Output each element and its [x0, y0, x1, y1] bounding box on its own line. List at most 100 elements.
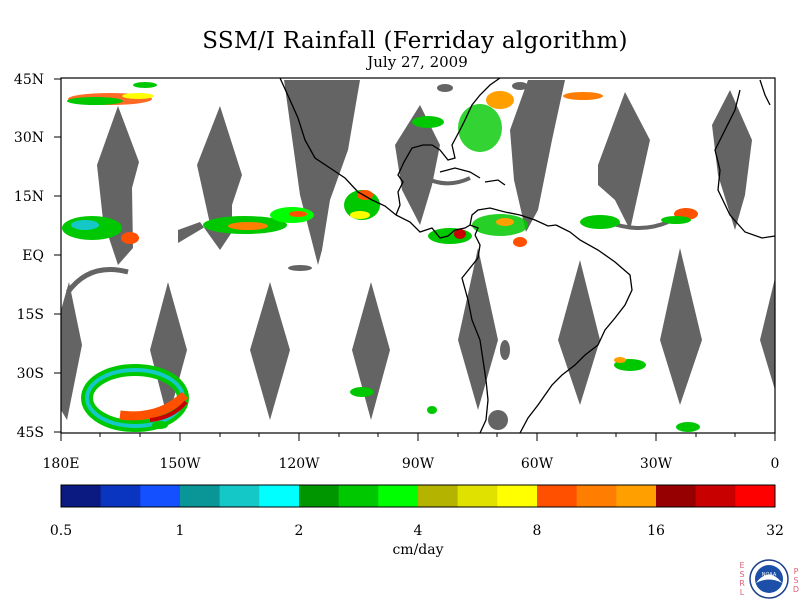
- colorbar: [60, 484, 776, 508]
- swath-gap: [660, 248, 702, 405]
- colorbar-swatch: [457, 485, 498, 507]
- swath-gap: [558, 260, 600, 405]
- colorbar-swatch: [140, 485, 181, 507]
- logo-letter-r: R: [739, 579, 745, 588]
- logo-letter-s: S: [739, 570, 744, 579]
- coastline-hispaniola: [484, 179, 506, 186]
- rain-patch: [228, 222, 268, 230]
- land-gap: [437, 84, 453, 92]
- rain-patch: [513, 237, 527, 247]
- colorbar-swatch: [537, 485, 577, 507]
- swath-gap: [178, 106, 242, 250]
- lat-label: 15N: [14, 189, 44, 205]
- swath-gap: [712, 90, 752, 230]
- colorbar-swatch: [576, 485, 617, 507]
- rain-patch: [67, 97, 123, 105]
- rain-patch: [458, 104, 502, 152]
- coastline-africa: [714, 89, 775, 239]
- lat-label: 30S: [17, 366, 44, 382]
- colorbar-swatch: [219, 485, 260, 507]
- rain-patch: [122, 93, 154, 99]
- coastline-europe: [759, 79, 771, 106]
- swath-gap: [395, 105, 440, 225]
- rain-patch: [454, 229, 466, 239]
- swath-gap: [250, 282, 290, 420]
- lon-label: 150W: [159, 456, 201, 472]
- colorbar-swatch: [338, 485, 379, 507]
- rain-patch: [152, 421, 168, 429]
- lat-label: 15S: [17, 307, 44, 323]
- colorbar-swatch: [180, 485, 220, 507]
- land-gap: [500, 340, 510, 360]
- rain-patch: [427, 406, 437, 414]
- colorbar-swatch: [656, 485, 696, 507]
- lon-label: 180E: [43, 456, 80, 472]
- logo-letter-p: P: [794, 567, 799, 576]
- map-date: July 27, 2009: [367, 53, 468, 71]
- colorbar-tick-label: 2: [295, 523, 304, 539]
- swath-gap: [150, 282, 187, 420]
- colorbar-tick-label: 1: [176, 523, 185, 539]
- land-gaps: [288, 82, 528, 430]
- rain-patch: [496, 218, 514, 226]
- rain-patch: [614, 357, 626, 363]
- rain-patch: [676, 422, 700, 432]
- colorbar-tick-label: 4: [414, 523, 423, 539]
- lat-label: EQ: [22, 248, 44, 264]
- rain-patch: [661, 216, 691, 224]
- swath-gap: [598, 92, 650, 230]
- rain-patch: [119, 391, 189, 421]
- colorbar-swatch: [497, 485, 538, 507]
- coastline-north-america: [279, 78, 557, 239]
- rain-patch: [149, 400, 188, 422]
- rain-patch: [563, 92, 603, 100]
- colorbar-swatch: [616, 485, 657, 507]
- colorbar-swatch: [378, 485, 419, 507]
- swath-gap-arc: [65, 267, 129, 294]
- swath-gap: [61, 282, 82, 420]
- swath-gap: [352, 282, 390, 420]
- colorbar-swatch: [61, 485, 101, 507]
- lat-label: 30N: [14, 130, 44, 146]
- colorbar-tick-label: 32: [766, 523, 784, 539]
- lat-label: 45S: [17, 425, 44, 441]
- colorbar-tick-label: 16: [647, 523, 665, 539]
- map-plot: [61, 78, 775, 433]
- colorbar-swatch: [695, 485, 736, 507]
- land-gap: [512, 82, 528, 90]
- land-gap: [288, 265, 312, 271]
- colorbar-swatch: [418, 485, 458, 507]
- rain-patch: [289, 211, 307, 217]
- colorbar-unit-label: cm/day: [392, 542, 443, 558]
- rain-patch: [121, 232, 139, 244]
- lon-label: 90W: [402, 456, 435, 472]
- lon-label: 120W: [278, 456, 320, 472]
- colorbar-swatch: [259, 485, 300, 507]
- swath-gap: [458, 248, 498, 410]
- latitude-axis: 45N 30N 15N EQ 15S 30S 45S: [14, 72, 61, 441]
- colorbar-tick-label: 0.5: [50, 523, 72, 539]
- longitude-axis: 180E 150W 120W 90W 60W 30W 0: [43, 433, 780, 472]
- logo-letter-d: D: [793, 585, 799, 594]
- swath-gap: [284, 80, 360, 265]
- rain-patch: [357, 190, 373, 200]
- rain-patch: [486, 91, 514, 109]
- lat-label: 45N: [14, 72, 44, 88]
- lon-label: 0: [771, 456, 780, 472]
- map-title: SSM/I Rainfall (Ferriday algorithm): [202, 28, 628, 54]
- logo-letter-s2: S: [793, 576, 798, 585]
- colorbar-swatch: [735, 485, 776, 507]
- rain-patch: [580, 215, 620, 229]
- rain-patches: [62, 82, 700, 432]
- colorbar-tick-label: 8: [533, 523, 542, 539]
- swath-gap: [760, 278, 775, 390]
- colorbar-swatch: [100, 485, 141, 507]
- rain-patch: [350, 211, 370, 219]
- swath-gap: [510, 80, 565, 232]
- noaa-seal-text: NOAA: [762, 572, 777, 578]
- colorbar-labels: 0.5 1 2 4 8 16 32 cm/day: [50, 523, 784, 558]
- colorbar-swatch: [299, 485, 339, 507]
- coastline-cuba: [439, 167, 481, 179]
- land-gap: [488, 410, 508, 430]
